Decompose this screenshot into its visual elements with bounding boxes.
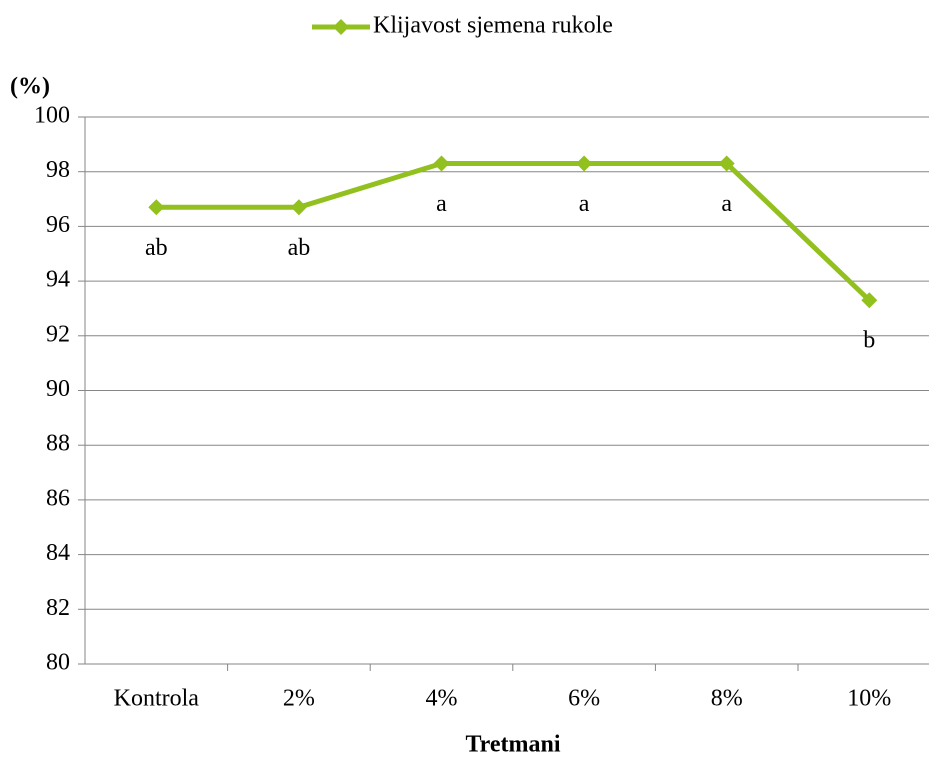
- annotation: a: [579, 191, 590, 217]
- y-tick-label: 90: [46, 376, 70, 402]
- y-tick-label: 86: [46, 485, 70, 511]
- y-tick-label: 94: [46, 267, 70, 293]
- data-point: [576, 155, 593, 172]
- x-axis-label: Tretmani: [465, 732, 560, 758]
- y-tick-label: 98: [46, 157, 70, 183]
- y-tick-label: 100: [34, 103, 70, 129]
- x-tick-label: 10%: [847, 686, 891, 712]
- data-point: [290, 199, 307, 216]
- data-point: [433, 155, 450, 172]
- x-tick-label: 6%: [568, 686, 600, 712]
- annotation: a: [436, 191, 447, 217]
- legend-marker: [333, 19, 349, 35]
- y-tick-label: 88: [46, 431, 70, 457]
- annotation: ab: [288, 235, 311, 261]
- data-line: [156, 160, 872, 303]
- y-axis-label: (%): [10, 74, 50, 100]
- y-tick-label: 80: [46, 650, 70, 676]
- annotation: a: [721, 191, 732, 217]
- annotation: b: [863, 328, 875, 354]
- x-tick-label: 4%: [426, 686, 458, 712]
- x-tick-label: 2%: [283, 686, 315, 712]
- y-tick-label: 82: [46, 595, 70, 621]
- data-point: [148, 199, 165, 216]
- data-point: [861, 292, 878, 309]
- data-point: [718, 155, 735, 172]
- annotation: ab: [145, 235, 168, 261]
- x-tick-label: 8%: [711, 686, 743, 712]
- x-tick-label: Kontrola: [114, 686, 200, 712]
- y-tick-label: 96: [46, 212, 70, 238]
- y-tick-label: 92: [46, 321, 70, 347]
- legend-label: Klijavost sjemena rukole: [373, 13, 613, 39]
- y-tick-label: 84: [46, 540, 70, 566]
